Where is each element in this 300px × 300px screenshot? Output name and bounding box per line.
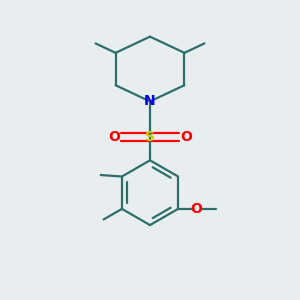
Text: S: S [145, 130, 155, 144]
Text: O: O [190, 202, 202, 216]
Text: O: O [180, 130, 192, 144]
Text: O: O [108, 130, 120, 144]
Text: N: N [144, 94, 156, 108]
